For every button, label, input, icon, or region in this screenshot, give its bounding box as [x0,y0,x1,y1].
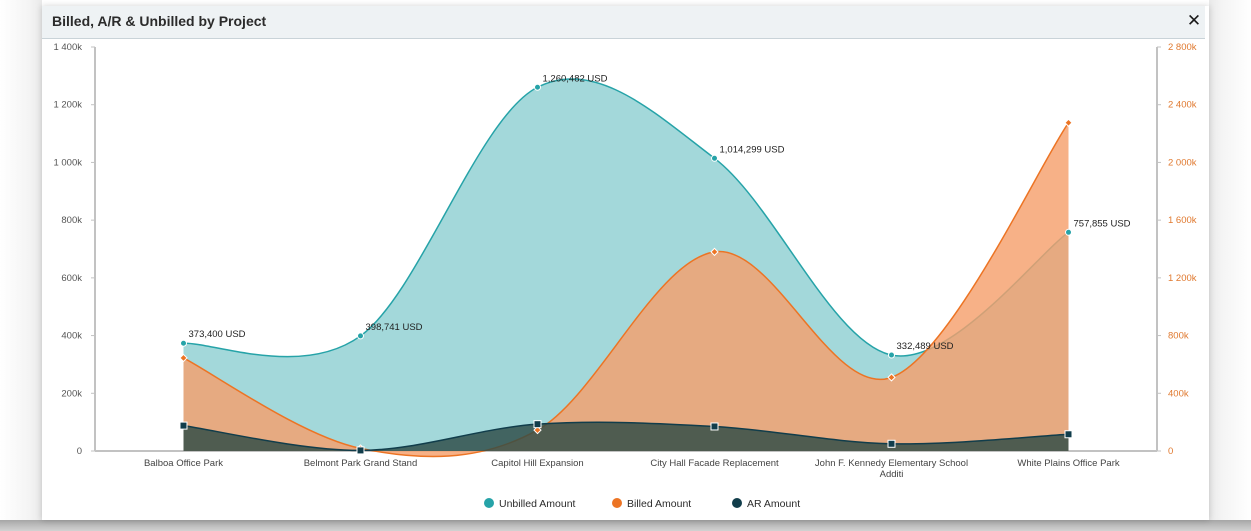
series-line [183,421,1069,452]
legend-item: Unbilled Amount [499,498,576,510]
y-left-tick-label: 1 400k [53,42,82,53]
y-right-tick-label: 800k [1168,331,1189,342]
data-point [357,332,364,340]
chart-panel: Billed, A/R & Unbilled by Project ✕ 0 200… [42,6,1209,520]
data-label: 757,855 USD [1074,218,1131,229]
legend-item: AR Amount [747,498,800,510]
x-tick-label: City Hall Facade Replacement [650,458,779,469]
series-area [183,422,1069,451]
x-tick-label: Balboa Office Park [144,458,223,469]
data-label: 1,260,482 USD [543,73,608,84]
data-point [533,425,542,435]
y-right-tick-label: 1 200k [1168,273,1197,284]
data-label: 1,014,299 USD [720,144,785,155]
series-line [183,122,1070,458]
data-point [1064,118,1073,127]
y-right-tick-label: 400k [1168,388,1189,399]
backdrop-left [0,0,42,520]
data-point [533,420,542,429]
data-label: 332,489 USD [897,341,954,352]
y-left-tick-label: 0 [77,446,82,457]
y-left-tick-label: 400k [61,331,82,342]
y-left-tick-label: 200k [61,388,82,399]
data-label: 398,741 USD [366,322,423,333]
data-point [710,247,719,257]
y-right-tick-label: 2 400k [1168,100,1197,111]
data-point [710,422,719,431]
data-point [180,339,187,347]
data-point [711,154,718,162]
data-point [534,83,541,91]
y-left-tick-label: 1 200k [53,100,82,111]
x-tick-label: Capitol Hill Expansion [491,458,583,469]
data-point [356,446,365,455]
x-tick-label: Belmont Park Grand Stand [304,458,418,469]
panel-title: Billed, A/R & Unbilled by Project [52,13,267,29]
area-chart: 0 200k 400k 600k 800k 1 000k 1 200k 1 400k 0 400k… [53,42,1197,510]
legend: Unbilled Amount Billed Amount AR Amount [484,498,800,510]
close-icon[interactable]: ✕ [1186,11,1202,30]
legend-marker [484,498,494,508]
y-left-tick-label: 800k [61,215,82,226]
data-label: 373,400 USD [189,329,246,340]
legend-item: Billed Amount [627,498,691,510]
data-point [887,373,896,382]
panel-header: Billed, A/R & Unbilled by Project ✕ [42,6,1205,39]
data-point [1064,430,1073,439]
y-right-tick-label: 2 000k [1168,157,1197,168]
x-tick-label: White Plains Office Park [1017,458,1120,469]
series-area [183,78,1069,451]
series-area [183,122,1069,457]
legend-marker [732,498,742,508]
data-point [179,353,188,363]
y-right-tick-label: 0 [1168,446,1173,457]
series-line [183,78,1069,358]
data-point [887,439,896,448]
y-left-tick-label: 600k [61,273,82,284]
window-bottom-edge [0,520,1251,531]
data-point [888,351,895,359]
data-point [1065,228,1072,236]
backdrop-right [1209,0,1251,520]
data-point [179,421,188,430]
y-right-tick-label: 1 600k [1168,215,1197,226]
y-left-tick-label: 1 000k [53,157,82,168]
legend-marker [612,498,622,508]
x-tick-label: John F. Kennedy Elementary School Additi [815,458,968,480]
y-right-tick-label: 2 800k [1168,42,1197,53]
